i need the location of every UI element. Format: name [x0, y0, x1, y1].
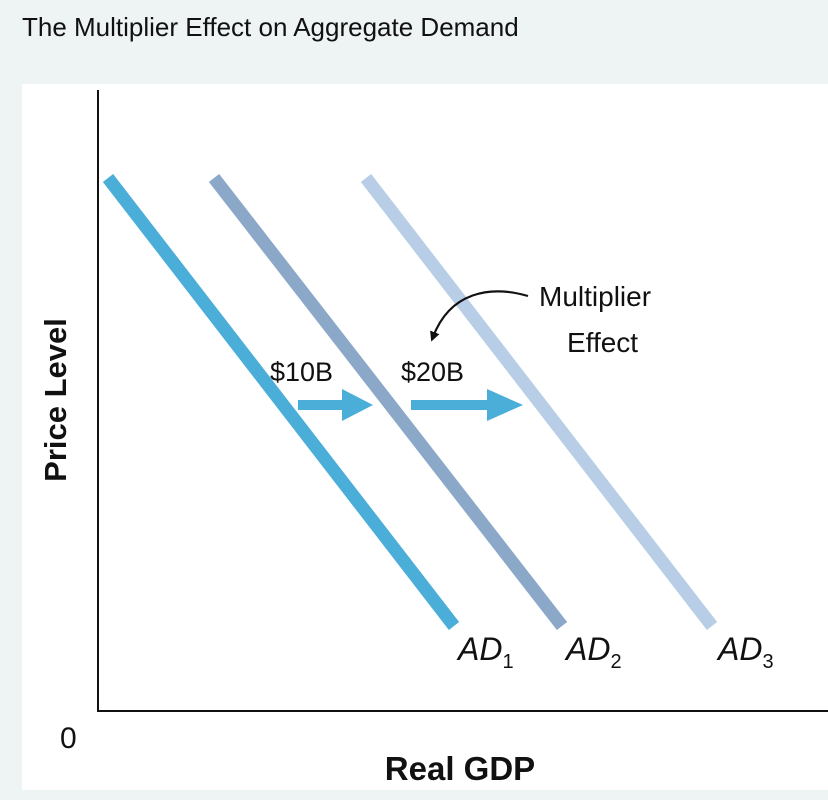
- page-title: The Multiplier Effect on Aggregate Deman…: [22, 12, 519, 42]
- ad2-curve: [208, 174, 568, 630]
- shift-label-20b: $20B: [401, 357, 464, 387]
- diagram-panel: [22, 84, 828, 790]
- ad2-label: AD2: [564, 631, 622, 673]
- x-axis-label: Real GDP: [385, 750, 535, 787]
- shift-label-10b: $10B: [270, 357, 333, 387]
- shift-arrow-1: [298, 389, 373, 421]
- multiplier-arrow: [430, 290, 529, 342]
- ad3-curve: [360, 174, 718, 630]
- ad1-curve: [102, 174, 460, 630]
- ad3-label: AD3: [716, 631, 774, 673]
- y-axis-label: Price Level: [38, 318, 73, 482]
- origin-label: 0: [60, 722, 77, 755]
- shift-arrow-2: [411, 389, 523, 421]
- multiplier-label-line2: Effect: [567, 327, 638, 358]
- multiplier-label-line1: Multiplier: [539, 281, 651, 312]
- ad1-label: AD1: [456, 631, 514, 673]
